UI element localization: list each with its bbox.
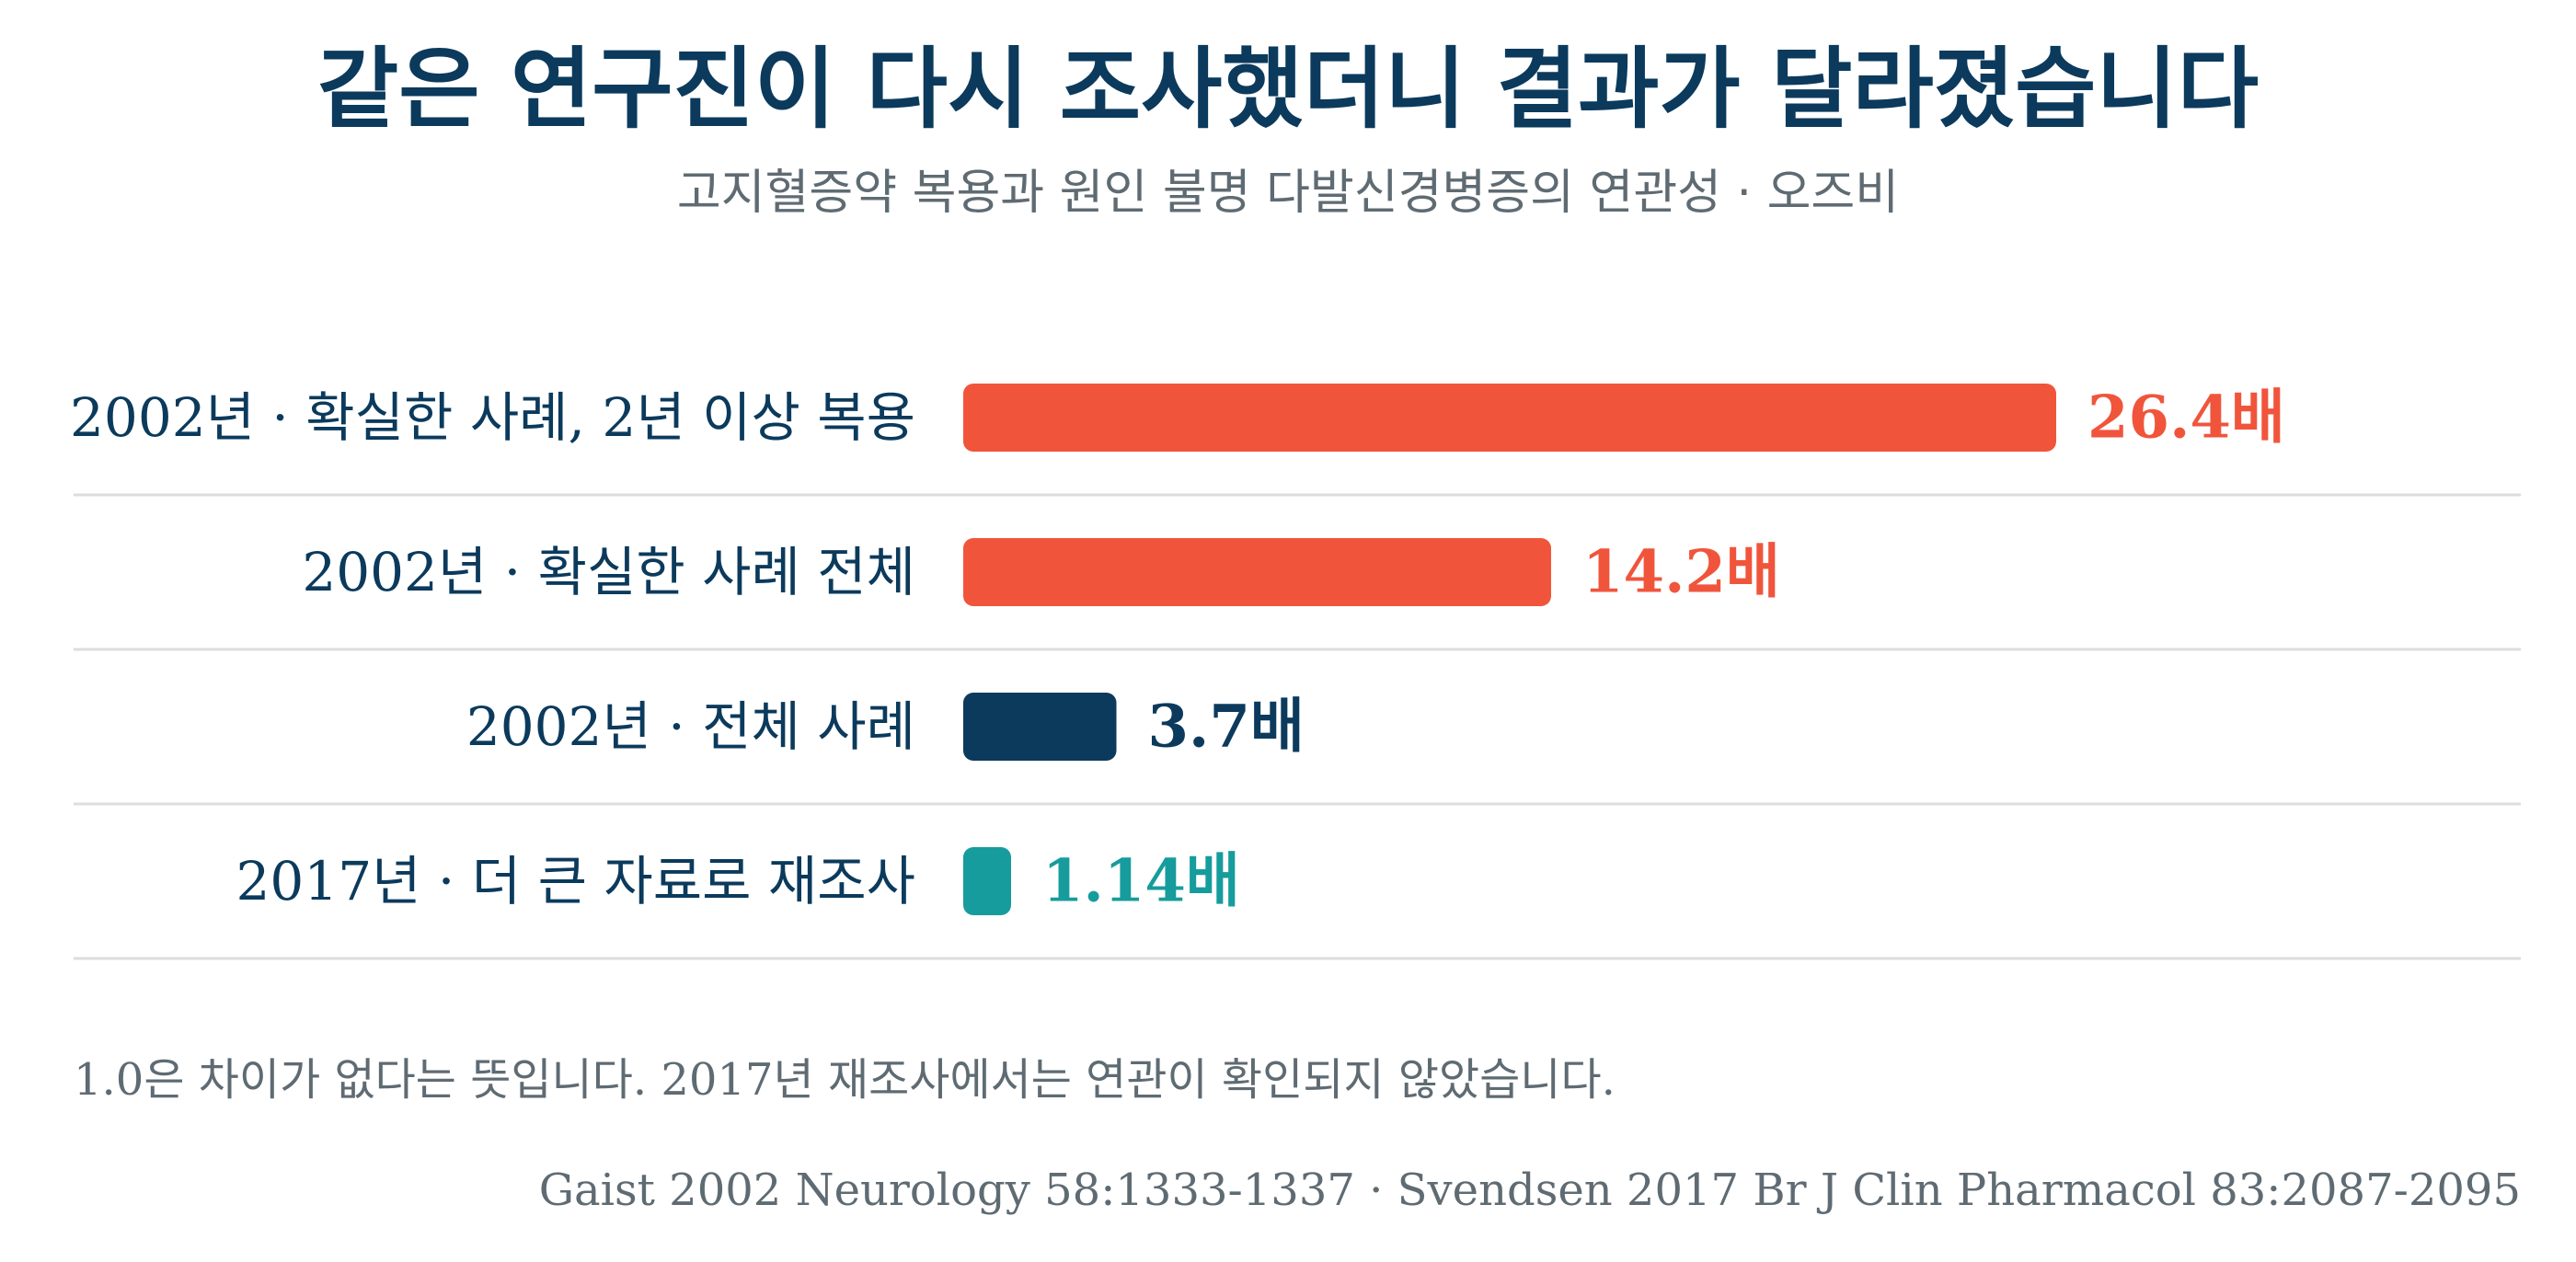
- value-label: 1.14배: [1042, 847, 1240, 916]
- category-label: 2002년 · 전체 사례: [466, 695, 915, 758]
- category-label: 2002년 · 확실한 사례, 2년 이상 복용: [70, 386, 915, 449]
- chart-source: Gaist 2002 Neurology 58:1333-1337 · Sven…: [539, 1164, 2521, 1216]
- bar: [963, 693, 1117, 761]
- chart-subtitle: 고지혈증약 복용과 원인 불명 다발신경병증의 연관성 · 오즈비: [677, 166, 1899, 221]
- bar-rows: 2002년 · 확실한 사례, 2년 이상 복용 26.4배 2002년 · 확실한…: [70, 384, 2521, 960]
- bar: [963, 847, 1011, 915]
- chart-title: 같은 연구진이 다시 조사했더니 결과가 달라졌습니다: [317, 38, 2259, 141]
- value-label: 26.4배: [2087, 384, 2285, 453]
- category-label: 2017년 · 더 큰 자료로 재조사: [236, 850, 915, 912]
- value-label: 14.2배: [1582, 538, 1780, 607]
- chart-note: 1.0은 차이가 없다는 뜻입니다. 2017년 재조사에서는 연관이 확인되지…: [74, 1054, 1616, 1106]
- value-label: 3.7배: [1148, 693, 1305, 762]
- bar: [963, 538, 1551, 606]
- category-label: 2002년 · 확실한 사례 전체: [302, 541, 915, 603]
- bar: [963, 384, 2056, 452]
